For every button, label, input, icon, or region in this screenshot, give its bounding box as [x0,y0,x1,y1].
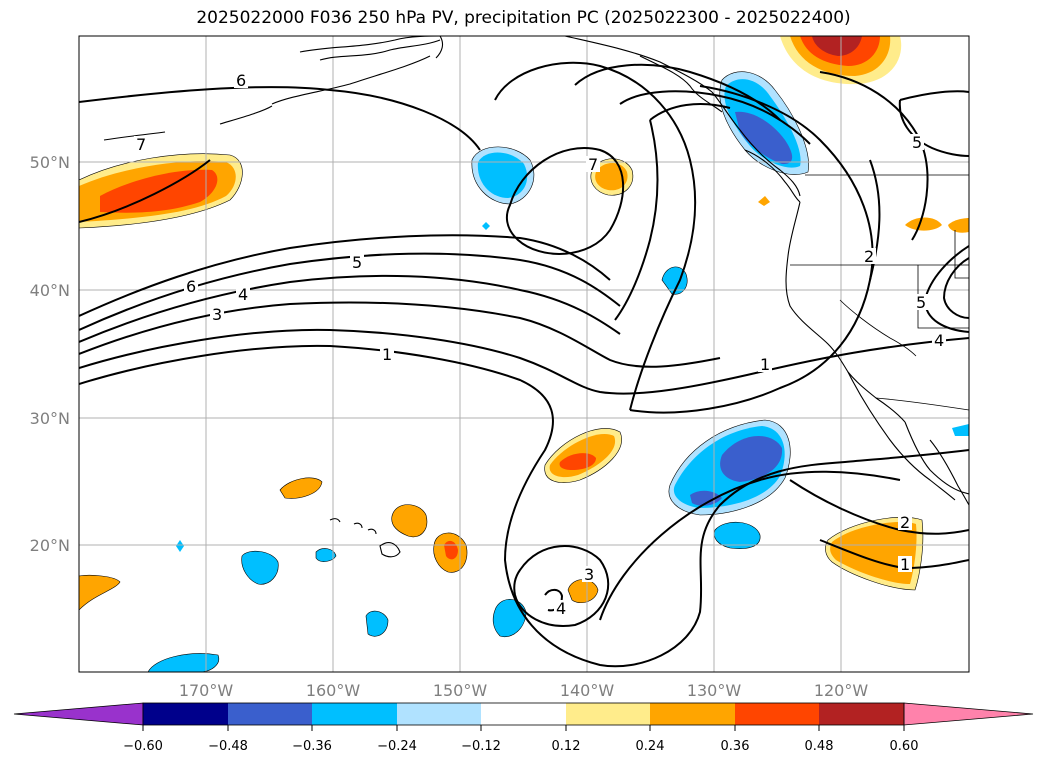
svg-text:4: 4 [556,599,566,618]
contour-label: 4 [236,285,250,304]
contour-label: 1 [380,345,394,364]
precip-area-neg-7 [482,222,490,230]
contour-labels: 6 7 5 6 4 3 1 7 1 5 2 5 4 2 1 4 3 [134,71,946,618]
contour-label: 1 [898,555,912,574]
pv-contours [79,61,969,668]
contour-label: 7 [134,135,148,154]
precip-area-east-edge [948,218,969,233]
precip-area-neg-small [661,266,688,295]
svg-text:2: 2 [900,513,910,532]
latitude-labels: 50°N 40°N 30°N 20°N [30,153,70,555]
colorbar-tick-label: 0.60 [890,739,919,754]
colorbar-tick-label: −0.48 [208,739,248,754]
svg-text:1: 1 [382,345,392,364]
precip-area-west-edge [79,574,121,611]
lat-label: 20°N [30,536,70,555]
svg-text:3: 3 [584,565,594,584]
colorbar: −0.60 −0.48 −0.36 −0.24 −0.12 0.12 0.24 … [13,702,1034,754]
contour-label: 1 [758,355,772,374]
svg-text:1: 1 [900,555,910,574]
colorbar-extend-high [903,702,1034,726]
svg-text:5: 5 [916,293,926,312]
lon-label: 160°W [306,681,361,700]
precip-area-neg-2 [315,548,337,562]
lon-label: 150°W [433,681,488,700]
svg-text:1: 1 [760,355,770,374]
lon-label: 120°W [814,681,869,700]
colorbar-segment [735,703,819,725]
colorbar-segment [143,703,228,725]
svg-text:4: 4 [934,331,944,350]
coastlines [103,36,969,558]
precip-area-small-2 [391,504,428,538]
precip-area-neg-20n-128w [713,522,761,549]
contour-label: 3 [210,305,224,324]
colorbar-segment [397,703,481,725]
svg-text:3: 3 [212,305,222,324]
contour-label: 5 [910,133,924,152]
contour-label: 5 [914,293,928,312]
precip-area-small-1 [279,477,323,499]
precip-area-mid-north [590,158,634,196]
precip-area-neg-north [471,146,535,205]
contour-label: 4 [932,331,946,350]
figure-title: 2025022000 F036 250 hPa PV, precipitatio… [196,8,851,28]
colorbar-tick-label: −0.60 [123,739,163,754]
colorbar-tick-label: 0.12 [552,739,581,754]
precip-area-neg-3 [365,610,389,637]
colorbar-segment [228,703,312,725]
colorbar-tick-label: 0.36 [721,739,750,754]
precip-area-pos-8 [758,196,770,206]
precip-area-east-45n [905,217,942,231]
lat-label: 40°N [30,281,70,300]
colorbar-tick-label: −0.24 [377,739,417,754]
map-area: 6 7 5 6 4 3 1 7 1 5 2 5 4 2 1 4 3 [79,36,969,672]
lat-label: 50°N [30,153,70,172]
svg-text:7: 7 [588,155,598,174]
map-frame [78,35,970,673]
contour-label: 6 [234,71,248,90]
svg-text:2: 2 [864,247,874,266]
contour-label: 2 [898,513,912,532]
svg-text:6: 6 [236,71,246,90]
colorbar-tick-label: −0.36 [292,739,332,754]
colorbar-segment [566,703,650,725]
precip-area-top-center [780,36,902,85]
contour-label: 2 [862,247,876,266]
contour-label: 4 [554,599,568,618]
precip-area-east-edge-neg [952,424,969,436]
colorbar-segment [312,703,397,725]
contour-label: 5 [350,253,364,272]
colorbar-tick-label: −0.12 [461,739,501,754]
svg-text:7: 7 [136,135,146,154]
svg-text:5: 5 [352,253,362,272]
colorbar-extend-low [13,702,144,726]
svg-text:4: 4 [238,285,248,304]
precip-area-neg-6 [176,540,184,552]
precip-area-small-4 [567,579,599,603]
svg-text:5: 5 [912,133,922,152]
colorbar-segment [819,703,904,725]
colorbar-tick-label: 0.48 [805,739,834,754]
precip-area-neg-1 [241,550,279,585]
colorbar-tick-label: 0.24 [636,739,665,754]
contour-label: 3 [582,565,596,584]
colorbar-segment [650,703,735,725]
svg-text:6: 6 [186,277,196,296]
precip-area-neg-4 [492,599,527,638]
colorbar-ticks: −0.60 −0.48 −0.36 −0.24 −0.12 0.12 0.24 … [123,725,918,754]
lon-label: 130°W [687,681,742,700]
lat-label: 30°N [30,409,70,428]
contour-label: 6 [184,277,198,296]
precipitation-shading [79,36,969,672]
colorbar-segment [481,703,566,725]
contour-label: 7 [586,155,600,174]
longitude-labels: 170°W 160°W 150°W 140°W 130°W 120°W [179,681,869,700]
lon-label: 140°W [560,681,615,700]
lon-label: 170°W [179,681,234,700]
